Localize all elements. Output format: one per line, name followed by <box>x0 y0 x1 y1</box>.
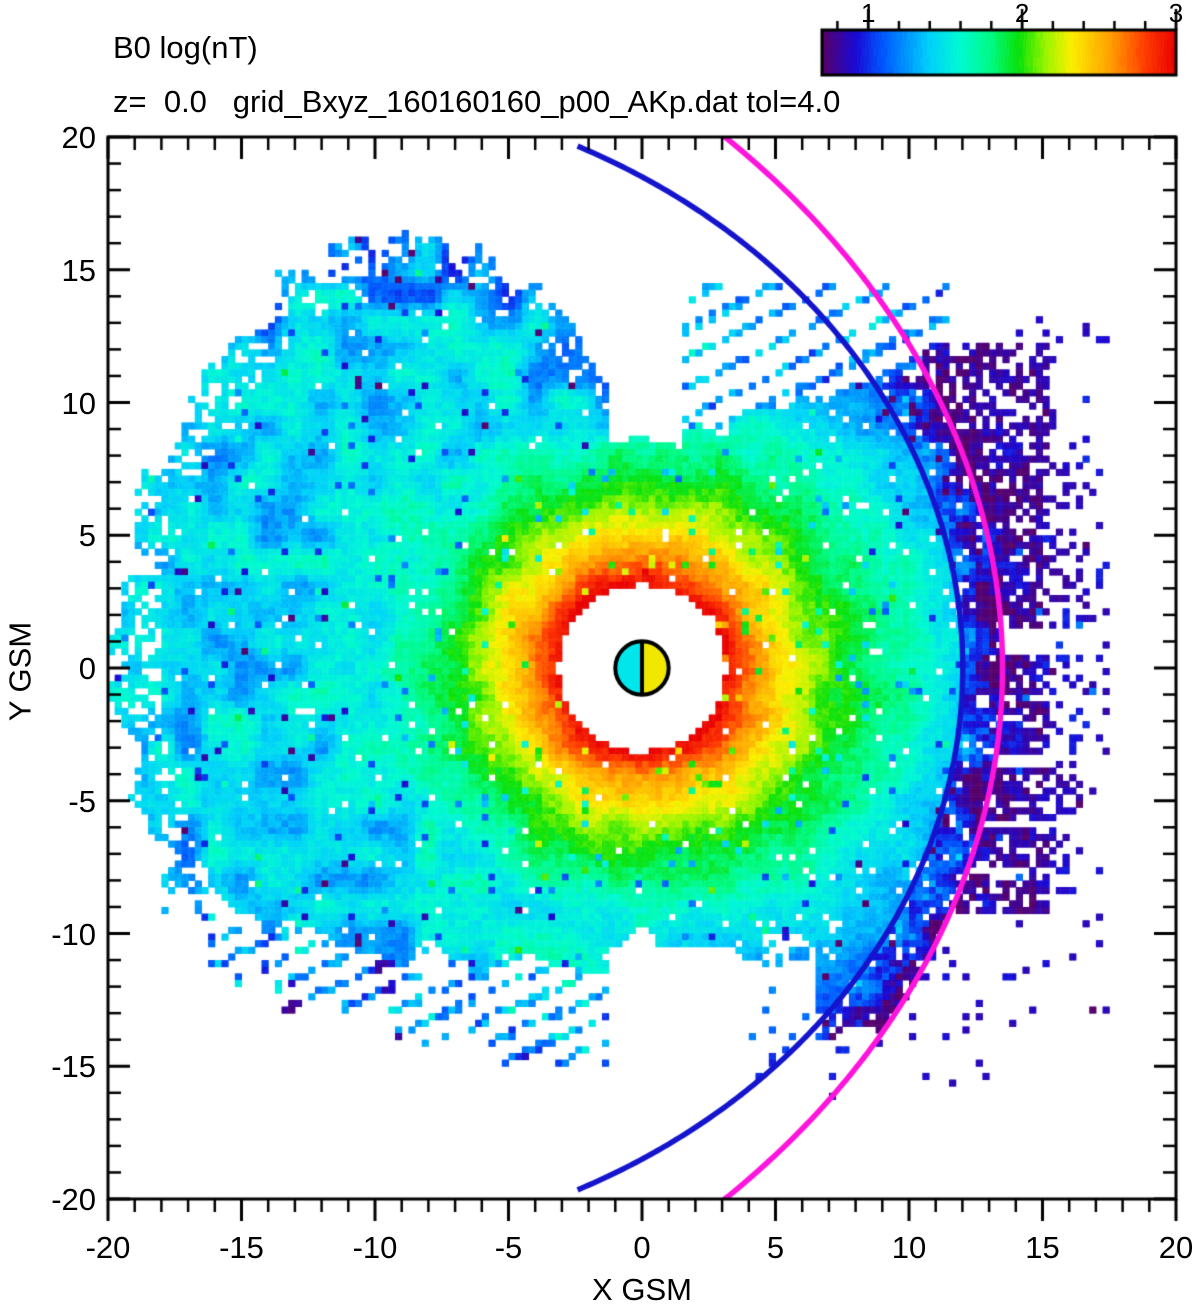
x-tick-label: -15 <box>219 1230 264 1265</box>
x-tick-label: 0 <box>633 1230 651 1265</box>
x-tick-label: 20 <box>1158 1230 1193 1265</box>
y-tick-label: -5 <box>68 783 96 819</box>
x-tick-label: 15 <box>1025 1230 1060 1265</box>
x-tick-label: 10 <box>891 1230 927 1265</box>
x-axis-label: X GSM <box>592 1272 692 1307</box>
y-tick-label: 15 <box>61 252 96 288</box>
x-tick-label: 5 <box>766 1230 785 1265</box>
plot-title: B0 log(nT) <box>113 30 258 65</box>
colorbar-tick-label: 2 <box>1014 0 1030 28</box>
colorbar-tick-label: 1 <box>860 0 876 28</box>
y-tick-label: 5 <box>78 518 96 554</box>
x-tick-label: -5 <box>494 1230 523 1265</box>
plot-subtitle: z= 0.0 grid_Bxyz_160160160_p00_AKp.dat t… <box>113 84 841 119</box>
y-tick-label: -20 <box>51 1182 96 1217</box>
y-tick-label: 10 <box>61 385 96 421</box>
x-tick-label: -10 <box>352 1230 398 1265</box>
y-tick-label: -15 <box>51 1049 96 1085</box>
x-tick-label: -20 <box>85 1230 131 1265</box>
y-tick-label: 20 <box>61 120 96 155</box>
y-tick-label: 0 <box>78 651 96 686</box>
y-tick-label: -10 <box>51 916 96 952</box>
colorbar-tick-label: 3 <box>1168 0 1184 28</box>
